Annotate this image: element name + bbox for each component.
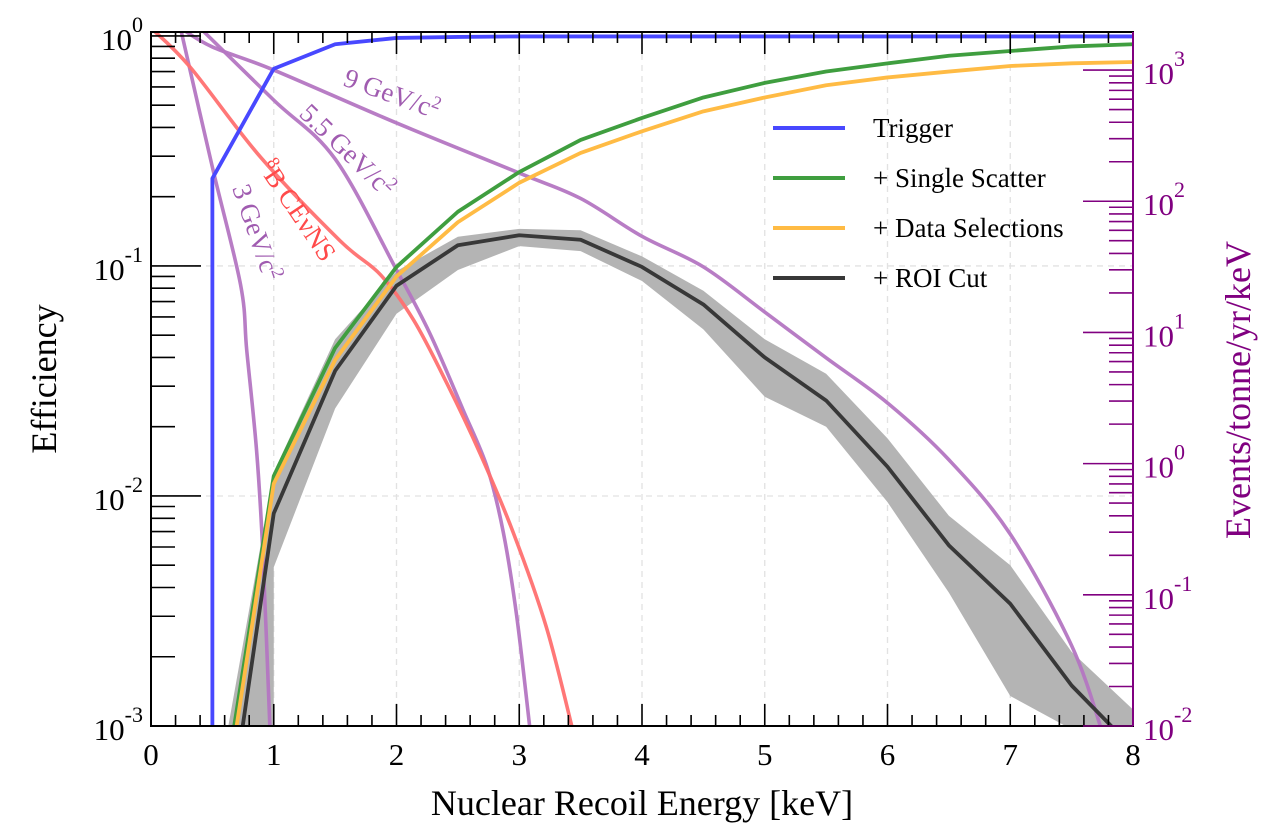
efficiency-curve-3	[240, 233, 1114, 726]
y2-tick-label: 103	[1143, 46, 1185, 91]
x-tick-label: 6	[880, 737, 896, 772]
roi-cut-uncertainty-band	[228, 228, 1133, 726]
y2-tick-base: 10	[1143, 56, 1174, 91]
y2-tick-exp: 0	[1174, 440, 1185, 465]
efficiency-curve-1	[232, 42, 1133, 726]
x-tick-label: 8	[1125, 737, 1141, 772]
y-tick-exp: -2	[125, 472, 143, 497]
y2-tick-base: 10	[1143, 450, 1174, 485]
rate-curve-0	[183, 32, 1103, 726]
y-tick-base: 10	[94, 712, 125, 747]
y2-tick-base: 10	[1143, 581, 1174, 616]
y2-tick-exp: -1	[1174, 571, 1192, 596]
y-tick-exp: -1	[125, 242, 143, 267]
y2-axis-label: Events/tonne/yr/keV	[1218, 241, 1258, 539]
y-tick-label: 10-3	[94, 702, 143, 747]
y2-tick-base: 10	[1143, 318, 1174, 353]
legend-label-2: + Data Selections	[873, 213, 1064, 243]
x-tick-label: 5	[757, 737, 773, 772]
y2-tick-exp: 3	[1174, 46, 1185, 71]
x-tick-label: 0	[143, 737, 159, 772]
y2-tick-base: 10	[1143, 712, 1174, 747]
y2-tick-exp: 2	[1174, 177, 1185, 202]
annotation-9gev: 9 GeV/c2	[340, 61, 445, 125]
rate-curves	[152, 32, 1103, 726]
annotation-5-5gev: 5.5 GeV/c2	[294, 96, 403, 202]
y-tick-label: 10-2	[94, 472, 143, 517]
x-tick-label: 2	[389, 737, 405, 772]
y-tick-exp: 0	[132, 12, 143, 37]
y-tick-exp: -3	[125, 702, 143, 727]
y-tick-base: 10	[101, 22, 132, 57]
y-axis-label: Efficiency	[24, 304, 64, 453]
y2-tick-exp: -2	[1174, 702, 1192, 727]
legend-label-1: + Single Scatter	[873, 163, 1046, 193]
legend-label-0: Trigger	[873, 113, 953, 143]
y-tick-base: 10	[94, 252, 125, 287]
x-axis-label: Nuclear Recoil Energy [keV]	[431, 783, 853, 823]
efficiency-curve-2	[234, 60, 1133, 726]
rate-curve-3	[152, 32, 574, 726]
x-tick-label: 4	[634, 737, 650, 772]
y2-tick-label: 100	[1143, 440, 1185, 485]
rate-curve-1	[201, 32, 532, 726]
y2-tick-label: 102	[1143, 177, 1185, 222]
x-tick-label: 1	[266, 737, 282, 772]
legend-label-3: + ROI Cut	[873, 263, 988, 293]
x-tick-label: 3	[512, 737, 528, 772]
efficiency-curve-0	[210, 34, 1133, 726]
y-tick-label: 10-1	[94, 242, 143, 287]
x-tick-label: 7	[1003, 737, 1019, 772]
rate-curve-2	[179, 32, 272, 726]
axes: 0 1 2 3 4 5 6 7 810010-110-210-310310210110010-1…	[94, 12, 1193, 772]
y-tick-base: 10	[94, 482, 125, 517]
y2-tick-label: 101	[1143, 308, 1185, 353]
legend: Trigger + Single Scatter + Data Selections…	[773, 113, 1064, 293]
y2-tick-label: 10-1	[1143, 571, 1192, 616]
y2-tick-exp: 1	[1174, 308, 1185, 333]
y2-tick-label: 10-2	[1143, 702, 1192, 747]
y2-tick-base: 10	[1143, 187, 1174, 222]
efficiency-curves	[210, 34, 1133, 726]
y-tick-label: 100	[101, 12, 143, 57]
